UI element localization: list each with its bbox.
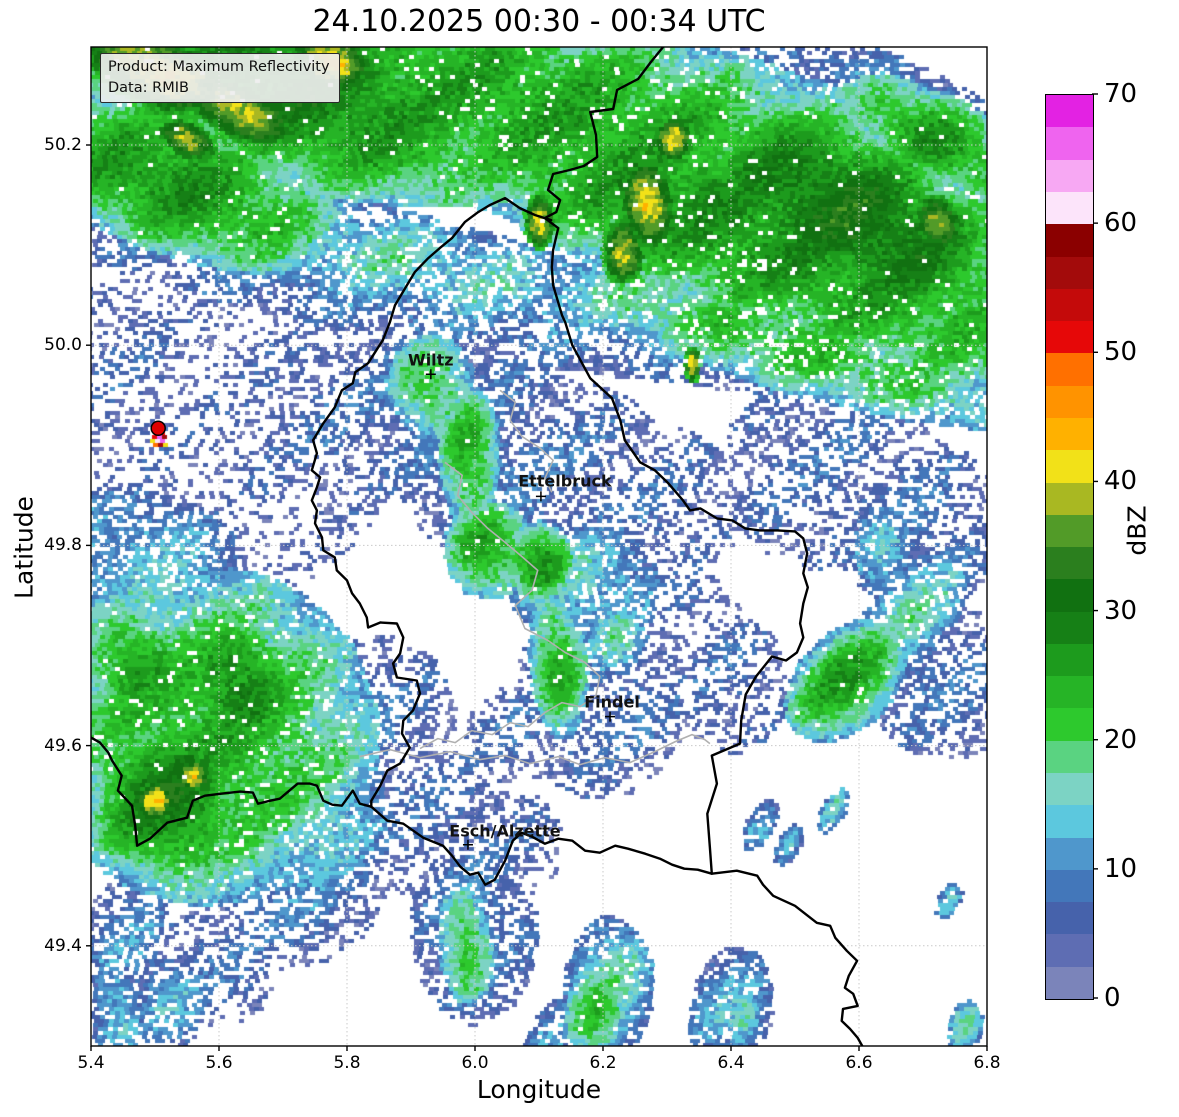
x-tick-label: 5.6 [205, 1053, 233, 1073]
colorbar-tick-label: 20 [1104, 724, 1138, 755]
colorbar-segment [1046, 740, 1093, 774]
colorbar-segment [1046, 611, 1093, 644]
colorbar-segment [1046, 321, 1093, 354]
colorbar-segment [1046, 482, 1093, 515]
y-tick-label: 50.2 [44, 135, 82, 155]
x-tick-label: 6.2 [589, 1053, 617, 1073]
colorbar-segment [1046, 676, 1093, 709]
colorbar-segment [1046, 934, 1093, 967]
colorbar-segment [1046, 643, 1093, 677]
colorbar-segment [1046, 256, 1093, 289]
y-axis-label: Latitude [9, 496, 39, 599]
colorbar-segment [1046, 191, 1093, 225]
x-tick-label: 5.4 [77, 1053, 105, 1073]
y-tick-label: 49.6 [44, 735, 82, 756]
colorbar-segment [1046, 579, 1093, 612]
x-tick-label: 6.8 [973, 1053, 1001, 1073]
radar-reflectivity-canvas [91, 47, 987, 1046]
y-tick-label: 49.8 [44, 535, 82, 556]
colorbar-segment [1046, 127, 1093, 160]
colorbar-tick-label: 10 [1104, 853, 1138, 884]
colorbar-tick-label: 40 [1104, 466, 1138, 497]
data-source-line: Data: RMIB [108, 79, 189, 96]
colorbar-unit-label: dBZ [1122, 505, 1152, 556]
product-line: Product: Maximum Reflectivity [108, 59, 330, 75]
colorbar-segment [1046, 353, 1093, 386]
colorbar-segment [1046, 547, 1093, 580]
colorbar-tick-label: 50 [1104, 337, 1138, 368]
colorbar-segment [1046, 902, 1093, 935]
colorbar-tick-label: 30 [1104, 595, 1138, 626]
colorbar-segment [1046, 837, 1093, 870]
city-label: Wiltz [408, 350, 454, 370]
colorbar-segment [1046, 385, 1093, 418]
x-tick-label: 6.6 [845, 1053, 873, 1073]
colorbar-tick-label: 0 [1104, 983, 1121, 1013]
colorbar-segment [1046, 450, 1093, 483]
x-axis-label: Longitude [476, 1075, 602, 1104]
colorbar-segment [1046, 224, 1093, 257]
colorbar-segment [1046, 869, 1093, 903]
city-label: Findel [584, 692, 640, 712]
y-tick-label: 50.0 [44, 335, 82, 356]
colorbar-tick-label: 70 [1104, 79, 1138, 109]
colorbar-segment [1046, 95, 1093, 128]
colorbar-tick-label: 60 [1104, 208, 1138, 239]
x-tick-label: 6.4 [717, 1053, 745, 1073]
colorbar-segment [1046, 773, 1093, 806]
product-annotation-box: Product: Maximum Reflectivity Data: RMIB [100, 53, 340, 104]
colorbar-segment [1046, 805, 1093, 838]
colorbar [1045, 94, 1094, 1000]
city-label: Esch/Alzette [449, 821, 561, 841]
y-tick-label: 49.4 [44, 935, 82, 956]
plot-title: 24.10.2025 00:30 - 00:34 UTC [312, 4, 766, 39]
colorbar-segment [1046, 966, 1093, 999]
colorbar-segment [1046, 417, 1093, 451]
colorbar-segment [1046, 288, 1093, 322]
x-tick-label: 6.0 [461, 1053, 489, 1073]
colorbar-segment [1046, 159, 1093, 192]
x-tick-label: 5.8 [333, 1053, 361, 1073]
colorbar-segment [1046, 514, 1093, 548]
colorbar-segment [1046, 708, 1093, 741]
city-label: Ettelbruck [518, 471, 612, 491]
